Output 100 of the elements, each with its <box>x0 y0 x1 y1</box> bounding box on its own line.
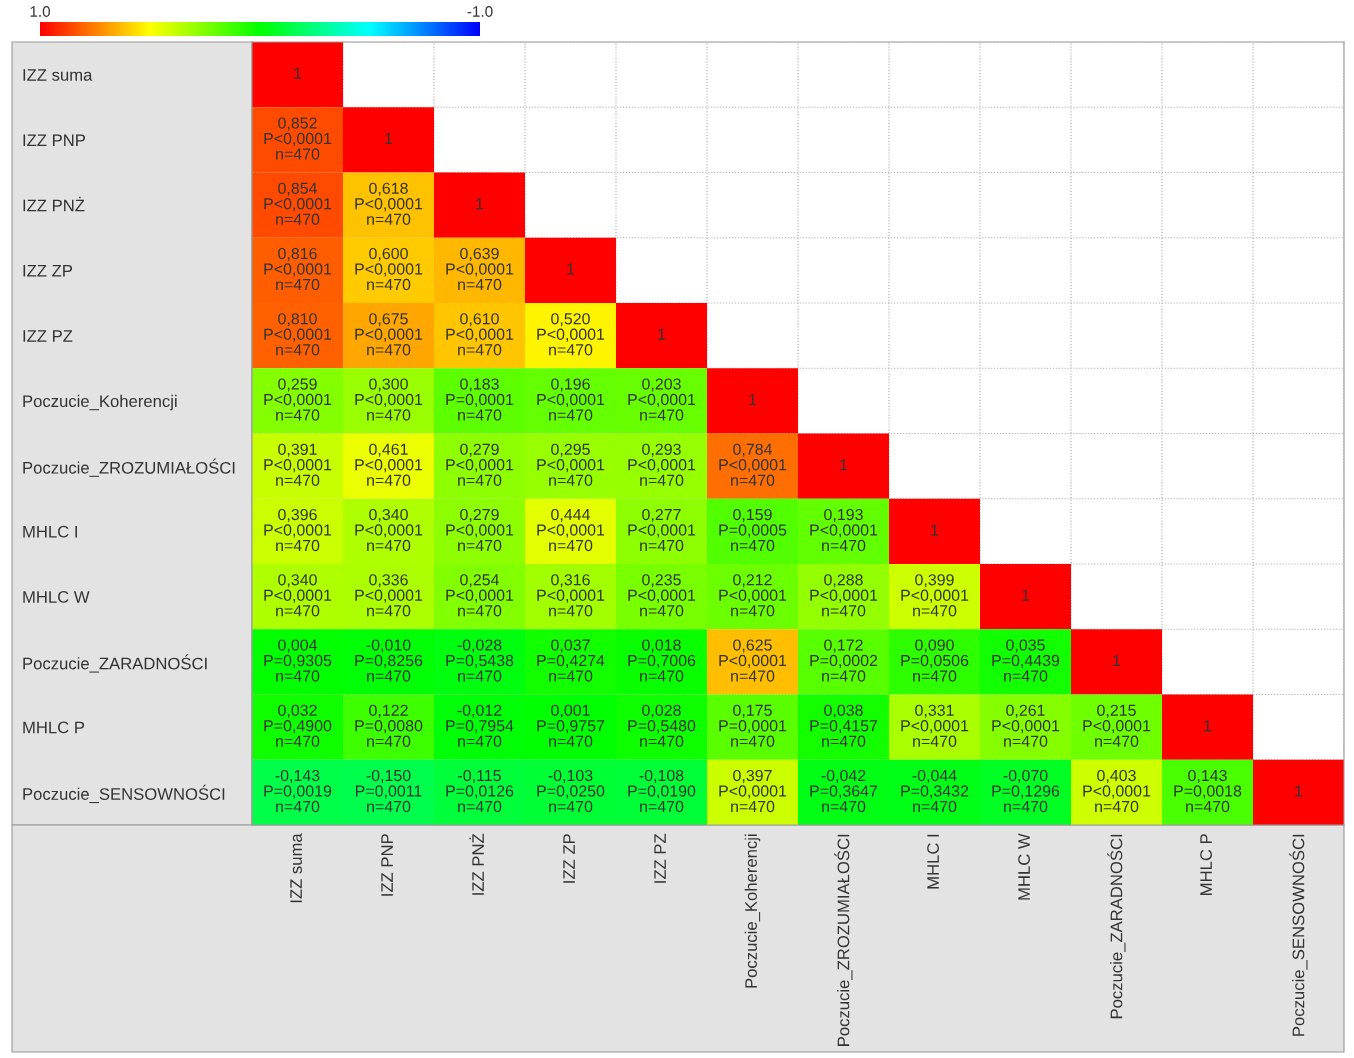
data-label: 0,610 P<0,0001 n=470 <box>446 313 514 356</box>
data-label: 0,203 P<0,0001 n=470 <box>628 378 696 421</box>
x-tick-label: IZZ PNP <box>381 834 393 896</box>
data-label: -0,103 P=0,0250 n=470 <box>537 769 605 813</box>
data-label: -0,044 P=0,3432 n=470 <box>901 769 969 813</box>
y-tick-label: IZZ PNŻ <box>23 196 85 212</box>
data-label: 0,172 P=0,0002 n=470 <box>810 639 878 682</box>
data-label: 0,288 P<0,0001 n=470 <box>810 574 878 617</box>
data-label: -0,115 P=0,0126 n=470 <box>446 769 514 813</box>
data-label: -0,150 P=0,0011 n=470 <box>355 769 422 813</box>
data-label: 1 <box>931 524 939 536</box>
y-tick-label: Poczucie_Koherencji <box>23 394 177 411</box>
data-label: 0,037 P=0,4274 n=470 <box>537 639 605 682</box>
data-label: 0,279 P<0,0001 n=470 <box>446 443 514 486</box>
data-label: 0,340 P<0,0001 n=470 <box>355 508 423 552</box>
data-label: 0,004 P=0,9305 n=470 <box>264 639 332 682</box>
data-label: 0,810 P<0,0001 n=470 <box>264 313 332 356</box>
data-label: 0,277 P<0,0001 n=470 <box>628 508 696 552</box>
data-label: -0,143 P=0,0019 n=470 <box>264 769 332 813</box>
data-label: 0,816 P<0,0001 n=470 <box>264 247 332 291</box>
y-tick-label: IZZ PZ <box>23 330 73 342</box>
y-tick-label: MHLC W <box>23 591 90 603</box>
x-tick-label: MHLC W <box>1018 833 1030 900</box>
data-label: 0,261 P<0,0001 n=470 <box>992 704 1060 747</box>
x-tick-label: IZZ ZP <box>563 834 575 883</box>
data-label: 0,396 P<0,0001 n=470 <box>264 508 332 552</box>
data-label: 0,293 P<0,0001 n=470 <box>628 443 696 486</box>
data-label: 0,090 P=0,0506 n=470 <box>901 639 969 682</box>
data-label: 0,391 P<0,0001 n=470 <box>264 443 332 486</box>
data-label: -0,028 P=0,5438 n=470 <box>446 639 514 682</box>
x-tick-label: Poczucie_SENSOWNOŚCI <box>1289 834 1308 1036</box>
data-label: 0,625 P<0,0001 n=470 <box>719 639 787 682</box>
data-label: 0,397 P<0,0001 n=470 <box>719 769 787 813</box>
data-label: 0,175 P=0,0001 n=470 <box>719 704 787 747</box>
data-label: 1 <box>567 263 575 275</box>
data-label: 1 <box>476 198 484 210</box>
y-tick-label: Poczucie_ZROZUMIAŁOŚCI <box>23 458 235 477</box>
y-tick-label: Poczucie_ZARADNOŚCI <box>23 654 207 673</box>
y-tick-label: Poczucie_SENSOWNOŚCI <box>23 784 225 804</box>
data-label: 0,444 P<0,0001 n=470 <box>537 508 605 552</box>
y-tick-label: IZZ PNP <box>23 134 86 146</box>
data-label: 0,784 P<0,0001 n=470 <box>719 443 787 486</box>
x-tick-label: IZZ suma <box>290 833 302 903</box>
data-label: 0,279 P<0,0001 n=470 <box>446 508 514 552</box>
data-label: 0,399 P<0,0001 n=470 <box>901 574 969 617</box>
color-bar-label: 1.0 <box>30 6 51 17</box>
data-label: 0,018 P=0,7006 n=470 <box>628 639 696 682</box>
x-tick-label: IZZ PNŻ <box>469 833 484 895</box>
data-label: 0,143 P=0,0018 n=470 <box>1174 769 1242 813</box>
data-label: 0,254 P<0,0001 n=470 <box>446 574 514 617</box>
data-label: 0,854 P<0,0001 n=470 <box>264 182 332 225</box>
data-label: 0,295 P<0,0001 n=470 <box>537 443 605 486</box>
data-label: 1 <box>1022 589 1030 601</box>
data-label: 0,461 P<0,0001 n=470 <box>355 443 423 486</box>
data-label: 0,852 P<0,0001 n=470 <box>264 117 332 160</box>
x-tick-label: Poczucie_Koherencji <box>744 834 761 988</box>
x-tick-label: Poczucie_ZARADNOŚCI <box>1107 834 1126 1019</box>
data-label: 0,122 P=0,0080 n=470 <box>355 704 423 747</box>
data-label: 0,215 P<0,0001 n=470 <box>1083 704 1151 747</box>
data-label: 0,193 P<0,0001 n=470 <box>810 508 878 552</box>
y-tick-label: MHLC I <box>23 525 77 538</box>
data-label: -0,042 P=0,3647 n=470 <box>810 769 878 813</box>
data-label: 0,159 P=0,0005 n=470 <box>719 508 787 552</box>
data-label: 0,212 P<0,0001 n=470 <box>719 574 787 617</box>
data-label: -0,012 P=0,7954 n=470 <box>446 704 514 747</box>
data-label: 0,196 P<0,0001 n=470 <box>537 378 605 421</box>
data-label: 0,028 P=0,5480 n=470 <box>628 704 696 747</box>
data-label: 1 <box>1204 720 1212 732</box>
data-label: 0,639 P<0,0001 n=470 <box>446 247 514 291</box>
data-label: 1 <box>294 67 302 79</box>
data-label: 1 <box>840 459 848 471</box>
data-label: 1 <box>749 394 757 406</box>
data-label: 0,403 P<0,0001 n=470 <box>1083 769 1151 813</box>
x-tick-label: MHLC I <box>927 834 939 889</box>
data-label: -0,010 P=0,8256 n=470 <box>355 639 423 682</box>
y-tick-label: IZZ ZP <box>23 264 73 277</box>
data-label: 0,675 P<0,0001 n=470 <box>355 313 423 356</box>
data-label: 0,235 P<0,0001 n=470 <box>628 574 696 617</box>
data-label: -0,070 P=0,1296 n=470 <box>992 769 1060 813</box>
data-label: 1 <box>1113 655 1121 667</box>
data-label: 0,032 P=0,4900 n=470 <box>264 704 332 747</box>
data-label: 0,300 P<0,0001 n=470 <box>355 378 423 421</box>
data-label: 1 <box>658 328 666 340</box>
data-label: 0,035 P=0,4439 n=470 <box>992 639 1060 682</box>
data-label: 0,331 P<0,0001 n=470 <box>901 704 969 747</box>
data-label: 0,001 P=0,9757 n=470 <box>537 704 605 747</box>
data-label: 0,340 P<0,0001 n=470 <box>264 574 332 617</box>
data-label: 0,183 P=0,0001 n=470 <box>446 378 514 421</box>
data-label: 0,316 P<0,0001 n=470 <box>537 574 605 617</box>
data-label: 0,038 P=0,4157 n=470 <box>810 704 878 747</box>
x-tick-label: MHLC P <box>1200 834 1212 895</box>
x-tick-label: Poczucie_ZROZUMIAŁOŚCI <box>834 834 853 1046</box>
data-label: 0,259 P<0,0001 n=470 <box>264 378 332 421</box>
data-label: 1 <box>385 133 393 145</box>
x-tick-label: IZZ PZ <box>654 833 666 883</box>
data-label: 0,618 P<0,0001 n=470 <box>355 182 423 225</box>
data-label: 0,600 P<0,0001 n=470 <box>355 247 423 291</box>
color-bar-label: -1.0 <box>467 6 493 17</box>
data-label: 0,336 P<0,0001 n=470 <box>355 574 423 617</box>
y-tick-label: IZZ suma <box>23 69 93 81</box>
